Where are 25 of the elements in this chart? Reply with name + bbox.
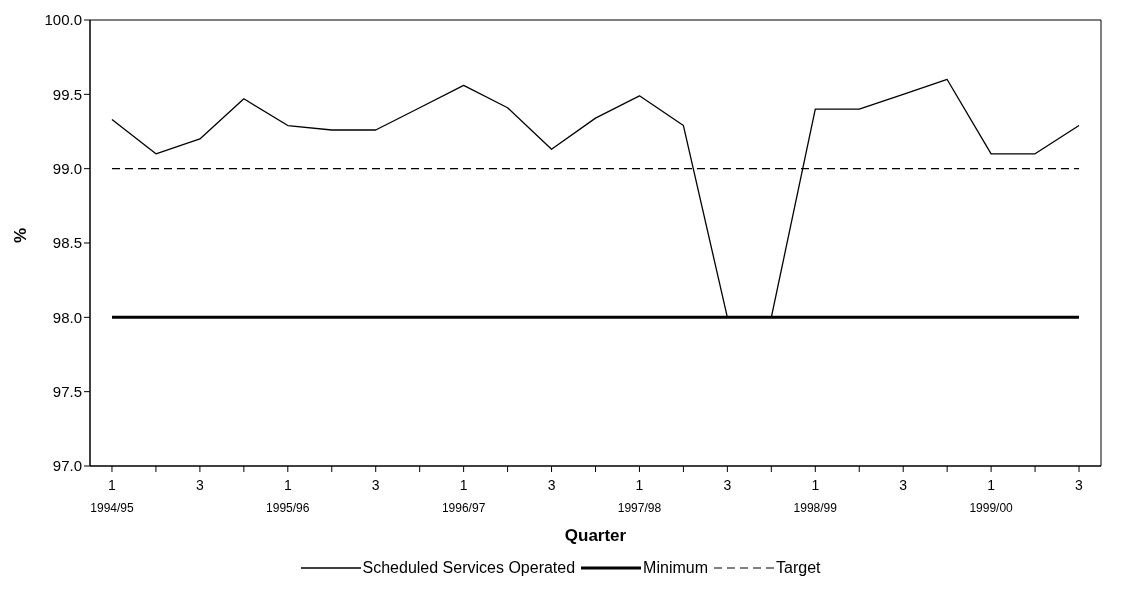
y-axis-title: % xyxy=(11,227,31,243)
y-tick-label: 99.5 xyxy=(52,85,82,103)
x-tick-label: 3 xyxy=(899,477,908,493)
x-tick-label: 1 1996/97 xyxy=(441,477,486,515)
x-tick-label: 3 xyxy=(1075,477,1084,493)
x-tick-label: 1 1997/98 xyxy=(617,477,662,515)
legend-label: Minimum xyxy=(643,559,708,577)
y-tick-label: 97.0 xyxy=(52,457,82,475)
x-tick-label: 3 xyxy=(371,477,380,493)
y-tick-label: 100.0 xyxy=(44,11,82,29)
x-tick-label: 1 1998/99 xyxy=(793,477,838,515)
legend-label: Scheduled Services Operated xyxy=(362,559,576,577)
x-tick-label: 1 1994/95 xyxy=(90,477,134,515)
legend-label: Target xyxy=(776,559,821,577)
y-tick-label: 99.0 xyxy=(52,159,82,177)
x-tick-label: 3 xyxy=(723,477,732,493)
y-tick-label: 98.5 xyxy=(52,234,82,252)
x-tick-label: 1 1995/96 xyxy=(266,477,310,515)
x-tick-label: 3 xyxy=(547,477,556,493)
x-tick-label: 3 xyxy=(195,477,204,493)
x-tick-label: 1 1999/00 xyxy=(969,477,1014,515)
y-tick-label: 97.5 xyxy=(52,382,82,400)
y-tick-label: 98.0 xyxy=(52,308,82,326)
x-axis-title: Quarter xyxy=(564,526,627,545)
line-series xyxy=(111,78,1080,318)
